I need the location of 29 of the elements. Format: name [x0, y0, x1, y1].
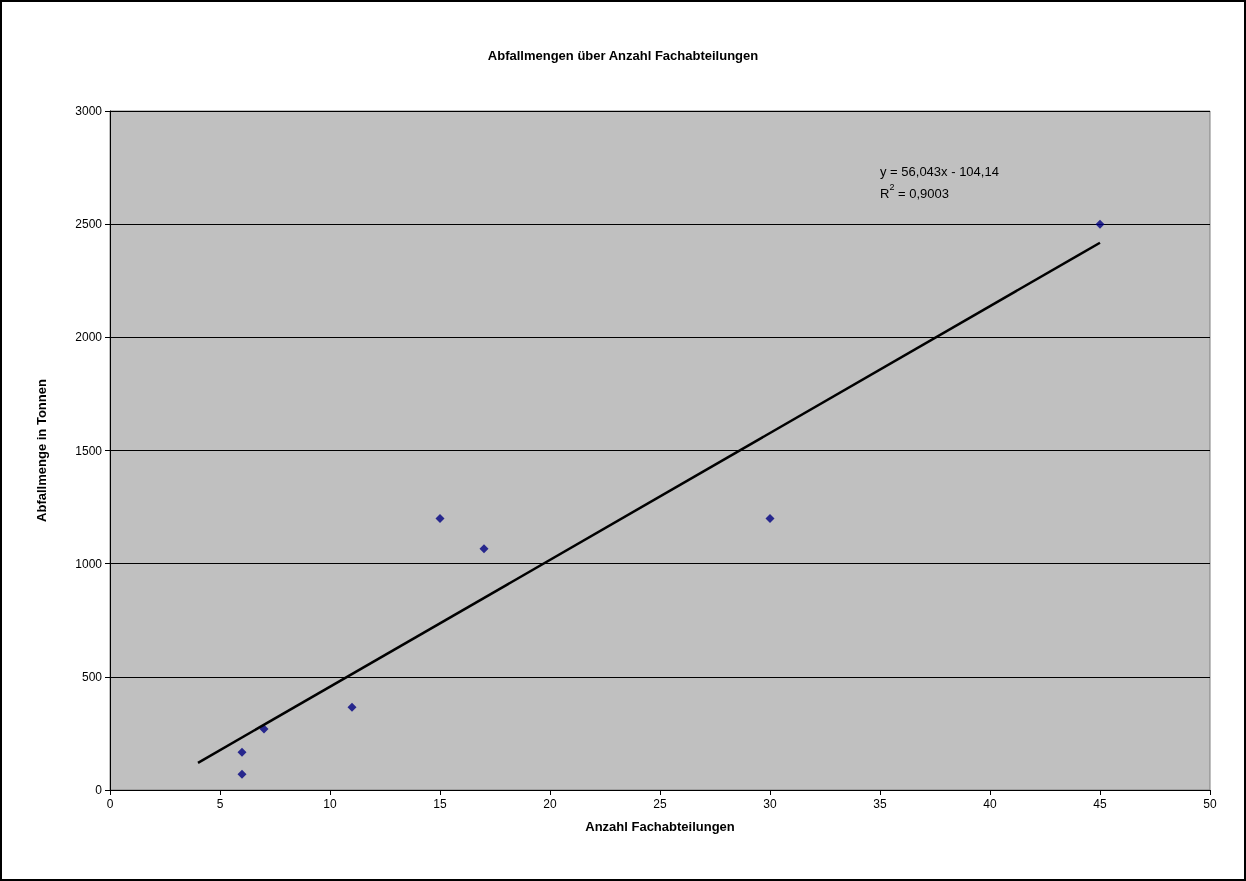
point [347, 702, 357, 712]
x-tick-label: 10 [323, 797, 337, 811]
y-tick-label: 2500 [75, 217, 103, 232]
point [1095, 219, 1105, 229]
x-tick-label: 5 [216, 797, 224, 811]
x-tick-label: 40 [983, 797, 997, 811]
y-tick-label: 2000 [75, 330, 103, 345]
point [479, 544, 489, 554]
y-tick-label: 0 [95, 783, 103, 797]
y-tick-label: 500 [81, 669, 103, 684]
x-tick-label: 35 [873, 797, 887, 811]
y-tick-label: 1500 [75, 443, 103, 458]
point [435, 513, 445, 523]
point [765, 513, 775, 523]
chart-title: Abfallmengen über Anzahl Fachabteilungen [487, 48, 759, 63]
annotation: y = 56,043x - 104,14 [880, 163, 999, 179]
point [237, 769, 247, 779]
point [237, 747, 247, 757]
x-tick-label: 45 [1093, 797, 1107, 811]
x-tick-label: 25 [653, 797, 667, 811]
x-tick-label: 0 [106, 797, 114, 811]
x-tick-label: 30 [763, 797, 777, 811]
x-axis-title: Anzahl Fachabteilungen [585, 819, 735, 834]
x-tick-label: 20 [543, 797, 557, 811]
x-tick-label: 50 [1203, 797, 1217, 811]
y-tick-label: 1000 [75, 556, 103, 571]
y-axis-title: Abfallmenge in Tonnen [34, 379, 49, 522]
x-tick-label: 15 [433, 797, 447, 811]
y-tick-label: 3000 [75, 104, 103, 118]
